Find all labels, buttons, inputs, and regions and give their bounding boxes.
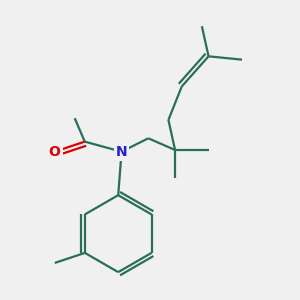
Text: N: N <box>116 145 127 159</box>
Text: O: O <box>49 145 61 159</box>
